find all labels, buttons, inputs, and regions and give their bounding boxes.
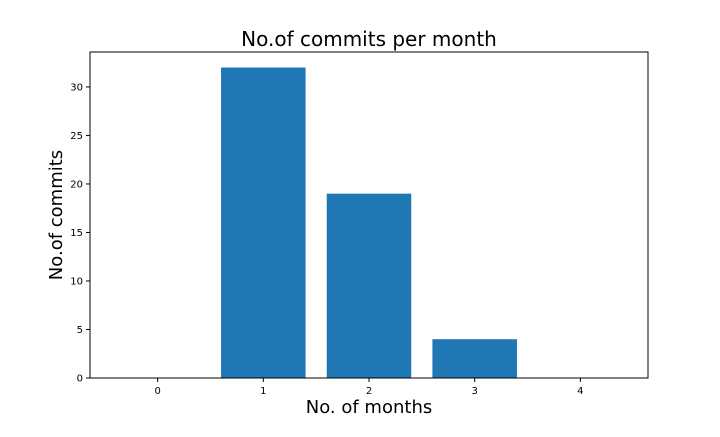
bar-2 <box>326 193 412 378</box>
y-tick-label: 0 <box>77 374 83 385</box>
bar-1 <box>221 67 306 379</box>
x-axis-label: No. of months <box>306 397 432 418</box>
y-ticks-group: 0 5 10 15 20 25 30 <box>70 82 90 385</box>
y-tick-label: 20 <box>70 179 83 190</box>
y-tick-label: 25 <box>70 131 83 142</box>
x-tick-label: 1 <box>260 386 266 397</box>
x-tick-label: 4 <box>577 386 583 397</box>
chart-title: No.of commits per month <box>241 27 497 51</box>
y-tick-label: 5 <box>77 325 83 336</box>
y-tick-label: 15 <box>70 228 83 239</box>
y-axis-label: No.of commits <box>46 150 67 280</box>
bars-group <box>221 67 517 379</box>
x-tick-label: 3 <box>471 386 477 397</box>
bar-3 <box>432 339 517 378</box>
y-tick-label: 30 <box>70 82 83 93</box>
x-ticks-group: 0 1 2 3 4 <box>154 378 584 397</box>
x-tick-label: 2 <box>366 386 372 397</box>
x-tick-label: 0 <box>154 386 160 397</box>
y-tick-label: 10 <box>70 276 83 287</box>
plot-frame <box>89 51 649 379</box>
